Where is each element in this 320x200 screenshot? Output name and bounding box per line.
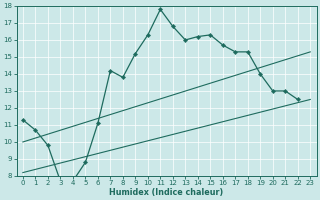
X-axis label: Humidex (Indice chaleur): Humidex (Indice chaleur)	[109, 188, 224, 197]
